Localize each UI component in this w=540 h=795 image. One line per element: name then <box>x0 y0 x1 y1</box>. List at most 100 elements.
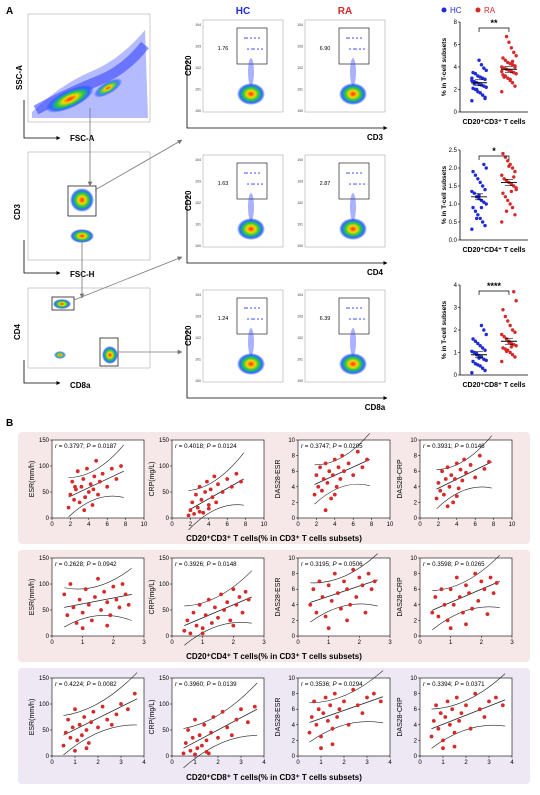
y-tick-label: 0 <box>292 754 296 760</box>
flow-event-dot <box>363 48 365 50</box>
correlation-data-point <box>185 618 190 623</box>
correlation-data-point <box>89 618 94 623</box>
flow-event-dot <box>353 183 355 185</box>
flow-event-dot <box>360 172 362 174</box>
correlation-data-point <box>462 457 467 462</box>
correlation-data-point <box>213 605 217 610</box>
y-tick-label: 10 <box>288 676 295 682</box>
y-tick-label: 150 <box>159 676 170 682</box>
x-tick-label: 0 <box>418 640 422 646</box>
dot-plot-y-tick-label: 0 <box>454 110 458 116</box>
correlation-data-point <box>86 602 91 607</box>
correlation-data-point <box>335 591 340 595</box>
correlation-data-point <box>473 691 478 696</box>
x-tick-label: 1 <box>201 640 205 646</box>
correlation-data-point <box>204 738 209 743</box>
correlation-plot-ylabel: DAS28-ESR <box>275 578 282 617</box>
dot-plot-y-tick-label: 0 <box>454 373 458 379</box>
correlation-plot-ylabel: DAS28-ESR <box>275 698 282 737</box>
dot-plot-3: 0 1 2 3 4 % in T-cell subsets **** CD20⁺CD8⁺ T … <box>441 281 528 389</box>
y-tick-label: 150 <box>159 438 170 444</box>
flow-y-tick-label: 102 <box>195 66 201 70</box>
correlation-data-point <box>114 597 119 602</box>
legend-hc-label: HC <box>450 6 462 15</box>
flow-event-dot <box>349 183 351 185</box>
correlation-data-point <box>476 599 481 603</box>
correlation-plot-3-3: 0 1 2 3 4 0 2 4 6 8 10 DAS28-ESR r = 0.3536; P = 0.0… <box>275 670 392 766</box>
hc-data-point <box>482 200 486 204</box>
correlation-data-point <box>216 482 220 487</box>
correlation-data-point <box>330 726 335 731</box>
correlation-data-point <box>197 509 202 514</box>
correlation-data-point <box>482 466 487 471</box>
correlation-data-point <box>194 492 198 497</box>
x-tick-label: 3 <box>388 640 392 646</box>
flow-y-tick-label: 101 <box>195 88 201 92</box>
ra-data-point <box>510 328 515 332</box>
x-tick-label: 2 <box>189 522 193 528</box>
dot-plot-y-tick-label: 1.5 <box>449 184 458 190</box>
regression-line <box>68 470 124 498</box>
y-tick-label: 4 <box>414 485 418 491</box>
flow-population <box>237 353 265 375</box>
hc-data-point <box>484 166 488 170</box>
y-tick-label: 100 <box>39 702 50 708</box>
correlation-stats: r = 0.4018; P = 0.0124 <box>175 443 237 450</box>
significance-bracket <box>478 27 510 32</box>
correlation-data-point <box>332 457 337 462</box>
ra-data-point <box>500 69 504 74</box>
y-tick-label: 100 <box>159 702 170 708</box>
correlation-data-point <box>193 717 197 722</box>
correlation-data-point <box>346 722 351 727</box>
y-tick-label: 4 <box>292 723 296 729</box>
correlation-data-point <box>447 484 452 489</box>
correlation-stats: r = 0.3394; P = 0.0371 <box>423 681 485 688</box>
flow-event-dot <box>253 318 255 320</box>
correlation-data-point <box>445 504 450 509</box>
flow-row-1-ylabel: CD20 <box>184 55 193 76</box>
flow-event-dot <box>247 48 249 50</box>
correlation-data-point <box>252 704 257 709</box>
correlation-data-point <box>209 621 214 625</box>
flow-event-dot <box>359 318 361 320</box>
correlation-data-point <box>467 591 471 595</box>
gating-arrows <box>73 108 183 355</box>
hc-data-point <box>483 187 487 192</box>
correlation-data-point <box>342 579 346 584</box>
correlation-data-point <box>96 725 100 730</box>
flow-event-dot <box>356 172 358 174</box>
correlation-data-point <box>94 458 99 463</box>
flow-population <box>339 83 367 105</box>
x-tick-label: 1 <box>73 760 77 766</box>
x-tick-label: 1 <box>319 760 323 766</box>
x-tick-label: 0 <box>50 760 54 766</box>
correlation-data-point <box>197 602 202 607</box>
correlation-data-point <box>457 595 462 599</box>
x-tick-label: 10 <box>387 522 394 528</box>
correlation-data-point <box>70 479 75 484</box>
gating-plot-cd3-fsch: CD3 FSC-H <box>13 151 151 279</box>
y-tick-label: 6 <box>414 707 418 713</box>
correlation-data-point <box>96 492 100 497</box>
flow-y-tick-label: 100 <box>297 109 303 113</box>
flow-tail <box>350 328 356 356</box>
x-tick-label: 4 <box>510 760 514 766</box>
correlation-data-point <box>188 508 193 513</box>
y-tick-label: 50 <box>162 728 169 734</box>
ra-data-point <box>502 335 506 339</box>
correlation-data-point <box>93 595 97 599</box>
ra-data-point <box>506 60 510 65</box>
flow-event-dot <box>346 37 348 39</box>
flow-event-dot <box>346 172 348 174</box>
x-tick-label: 4 <box>207 522 211 528</box>
ra-data-point <box>509 345 514 349</box>
correlation-data-point <box>323 461 328 466</box>
y-tick-label: 2 <box>414 738 418 744</box>
ra-data-point <box>500 65 504 69</box>
correlation-data-point <box>452 730 457 735</box>
hc-data-point <box>473 173 478 177</box>
flow-event-dot <box>258 307 260 309</box>
correlation-data-point <box>197 733 202 738</box>
correlation-data-point <box>231 623 236 628</box>
confidence-band-upper <box>188 452 244 491</box>
